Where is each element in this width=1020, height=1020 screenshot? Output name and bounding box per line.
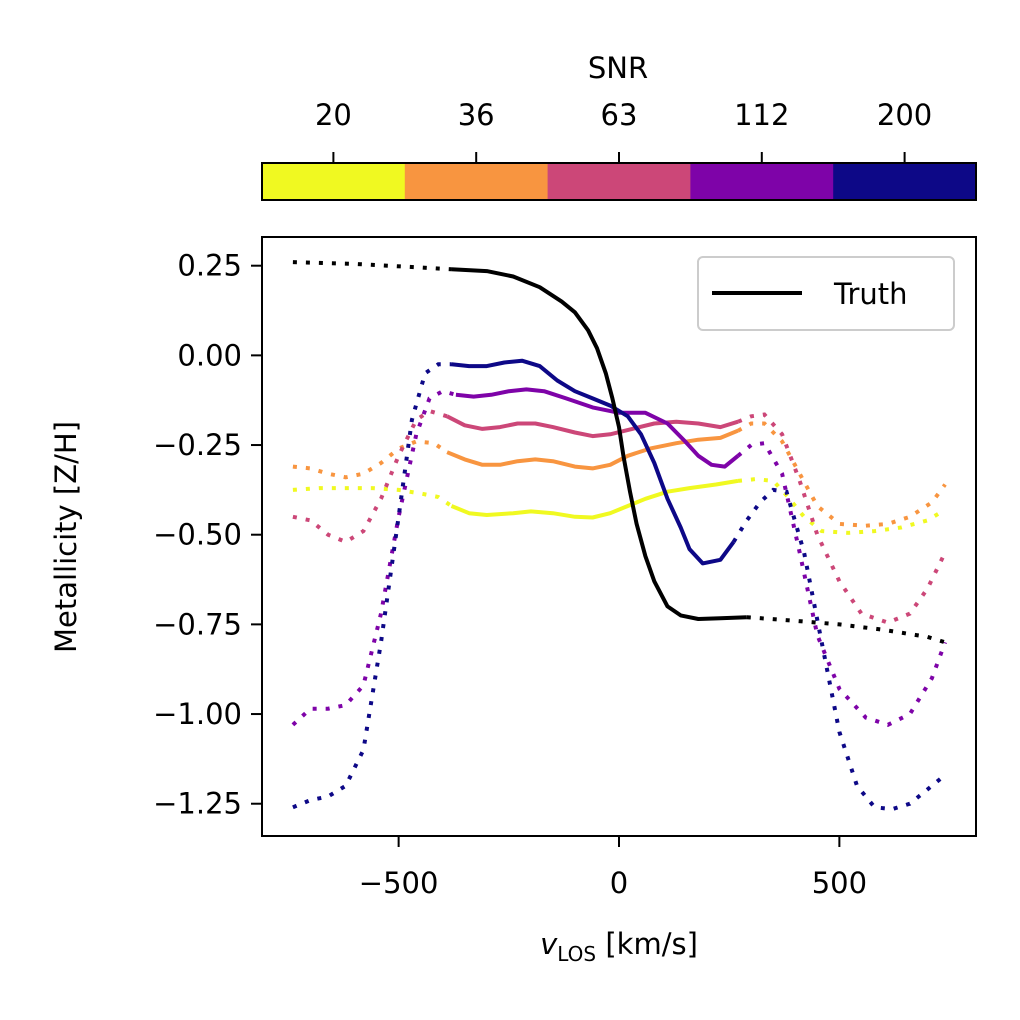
y-axis-label: Metallicity [Z/H] xyxy=(49,421,83,653)
legend-truth-label: Truth xyxy=(833,277,908,311)
colorbar-title: SNR xyxy=(588,51,648,85)
x-tick-label: 0 xyxy=(610,866,628,900)
x-axis: −500 0 500 xyxy=(359,836,867,900)
colorbar: SNR 20 36 63 112 200 xyxy=(261,51,977,201)
series-snr-63 xyxy=(292,408,947,625)
series-snr-36-dotted-right xyxy=(737,421,947,528)
x-axis-label-unit: [km/s] xyxy=(596,927,698,961)
series-snr-63-dotted-right xyxy=(737,412,947,625)
x-axis-label-var: v xyxy=(540,927,558,961)
y-tick-label: 0.25 xyxy=(177,249,242,283)
y-tick-label: −1.25 xyxy=(153,787,242,821)
colorbar-tick-label: 112 xyxy=(734,98,789,132)
series-snr-20-dotted-right xyxy=(737,477,947,535)
series-snr-112-dotted-left xyxy=(291,389,457,727)
series-snr-36-dotted-left xyxy=(292,439,449,480)
colorbar-ticks: 20 36 63 112 200 xyxy=(315,98,932,163)
colorbar-tick-label: 63 xyxy=(601,98,638,132)
plot-area: −500 0 500 0.25 0.00 −0.25 −0.50 −0.75 −1.00 −1.… xyxy=(49,236,977,966)
series-truth-dotted-left xyxy=(292,260,452,272)
colorbar-tick-label: 20 xyxy=(315,98,352,132)
y-tick-label: −0.25 xyxy=(153,428,242,462)
series-snr-20-dotted-left xyxy=(292,486,453,508)
series-snr-20 xyxy=(292,477,947,535)
legend-box xyxy=(697,256,955,331)
series-snr-200-solid xyxy=(451,358,736,566)
x-tick-label: −500 xyxy=(359,866,439,900)
series-snr-63-solid xyxy=(446,414,739,439)
series-truth-solid xyxy=(451,267,747,621)
y-tick-label: 0.00 xyxy=(177,338,242,372)
colorbar-segment-200 xyxy=(833,163,977,200)
colorbar-segment-36 xyxy=(404,163,549,200)
series-snr-200-dotted-right xyxy=(731,487,947,812)
series-snr-112 xyxy=(291,387,947,727)
colorbar-segments xyxy=(262,163,977,200)
colorbar-tick-label: 200 xyxy=(877,98,932,132)
series-snr-200 xyxy=(292,358,947,812)
y-tick-label: −0.75 xyxy=(153,607,242,641)
series-truth-dotted-right xyxy=(746,615,946,645)
series-layer xyxy=(291,260,947,812)
colorbar-segment-112 xyxy=(690,163,834,200)
series-truth xyxy=(292,260,946,645)
series-snr-20-solid xyxy=(450,478,739,520)
x-axis-label: vLOS [km/s] xyxy=(540,927,698,966)
colorbar-segment-63 xyxy=(547,163,691,200)
y-axis: 0.25 0.00 −0.25 −0.50 −0.75 −1.00 −1.25 xyxy=(153,249,262,821)
series-snr-200-dotted-left xyxy=(292,362,452,810)
legend: Truth xyxy=(697,256,955,331)
colorbar-tick-label: 36 xyxy=(458,98,495,132)
x-axis-label-sub: LOS xyxy=(557,942,596,966)
y-tick-label: −1.00 xyxy=(153,697,242,731)
series-snr-112-solid xyxy=(455,387,740,469)
colorbar-segment-20 xyxy=(262,163,406,200)
y-tick-label: −0.50 xyxy=(153,518,242,552)
series-snr-112-dotted-right xyxy=(736,441,947,727)
series-snr-63-dotted-left xyxy=(292,408,448,545)
x-tick-label: 500 xyxy=(812,866,867,900)
